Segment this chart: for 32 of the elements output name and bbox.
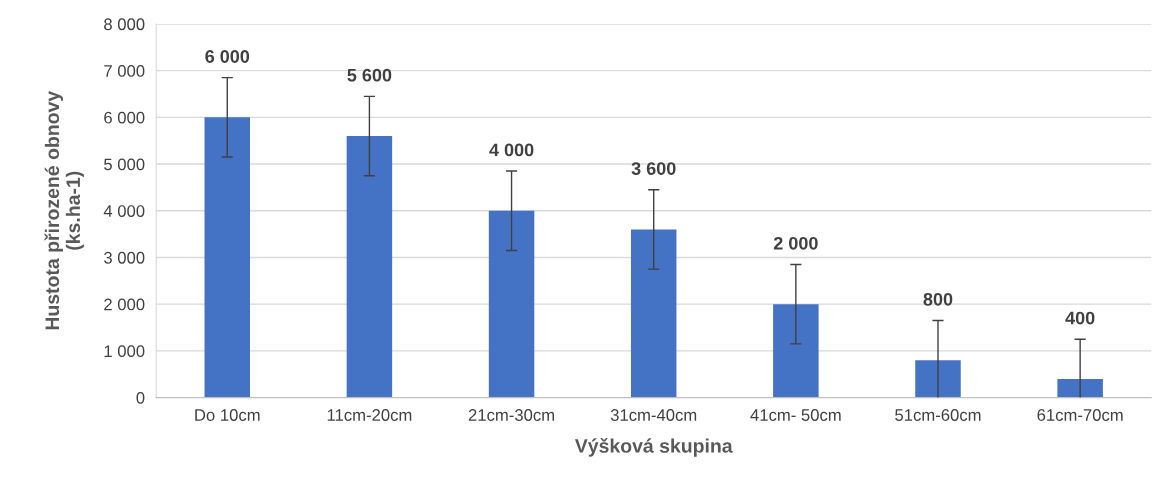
y-tick-label: 2 000 — [104, 298, 145, 311]
y-tick-label: 8 000 — [104, 18, 145, 31]
data-label: 3 600 — [631, 162, 676, 175]
x-tick-label: Do 10cm — [195, 409, 260, 421]
y-tick-label: 7 000 — [104, 65, 145, 77]
data-label: 5 600 — [347, 68, 392, 82]
data-label: 400 — [1065, 311, 1095, 325]
y-tick-label: 0 — [136, 391, 145, 404]
bar — [915, 360, 961, 398]
x-tick-label: 51cm-60cm — [895, 409, 981, 421]
bar — [773, 304, 819, 398]
x-tick-label: 61cm-70cm — [1037, 409, 1123, 421]
y-tick-label: 1 000 — [104, 345, 145, 358]
x-tick-label: 41cm- 50cm — [750, 409, 841, 421]
y-tick-label: 4 000 — [103, 205, 145, 217]
data-label: 800 — [923, 292, 953, 306]
data-label: 6 000 — [205, 50, 250, 63]
bar — [1057, 378, 1103, 398]
bar — [204, 117, 251, 398]
x-tick-label: 11cm-20cm — [327, 409, 412, 421]
bar — [630, 229, 677, 398]
bar — [346, 136, 393, 398]
x-axis-title: Výšková skupina — [574, 438, 733, 457]
y-tick-label: 6 000 — [104, 111, 145, 124]
bar — [488, 210, 535, 398]
y-tick-label: 5 000 — [104, 158, 145, 171]
x-tick-label: 21cm-30cm — [468, 409, 554, 421]
x-tick-label: 31cm-40cm — [610, 409, 697, 421]
data-label: 4 000 — [489, 143, 534, 157]
y-tick-label: 3 000 — [104, 251, 145, 264]
y-axis-title: Hustota přirozené obnovy (ks.ha-1) — [44, 90, 84, 330]
data-label: 2 000 — [773, 236, 818, 250]
